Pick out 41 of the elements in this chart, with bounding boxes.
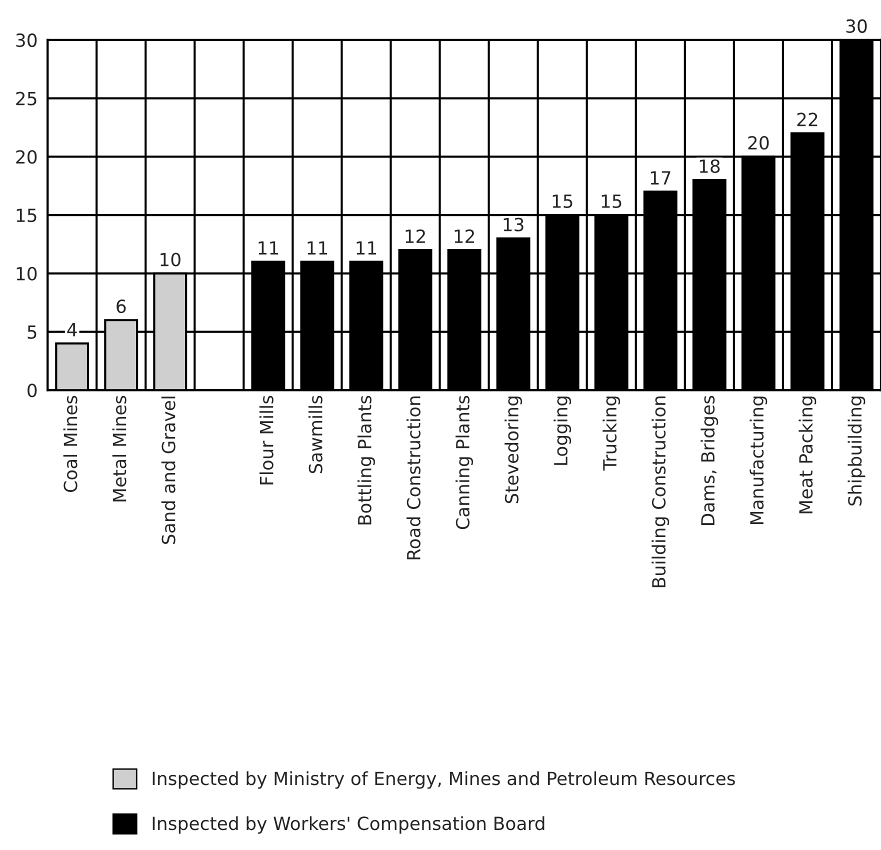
data-label: 4 — [67, 323, 77, 336]
data-label: 11 — [258, 241, 278, 254]
x-tick-label: Manufacturing — [750, 396, 768, 524]
y-tick-label: 20 — [16, 150, 37, 164]
data-label: 20 — [748, 136, 769, 150]
y-tick-label: 30 — [16, 33, 37, 48]
x-tick-label: Stevedoring — [504, 396, 522, 504]
data-label: 22 — [797, 112, 818, 126]
legend-label: Inspected by Workers' Compensation Board — [152, 816, 544, 834]
data-label: 18 — [700, 159, 720, 174]
x-tick-label: Sand and Gravel — [161, 396, 176, 544]
data-label: 13 — [504, 218, 524, 232]
data-label: 11 — [356, 241, 376, 254]
x-tick-label: Metal Mines — [112, 396, 126, 502]
data-label: 12 — [454, 229, 474, 243]
data-label: 6 — [116, 299, 126, 314]
x-tick-label: Bottling Plants — [358, 396, 375, 524]
data-label: 30 — [846, 19, 867, 33]
y-tick-label: 10 — [16, 266, 37, 281]
x-tick-label: Dams, Bridges — [700, 396, 718, 525]
data-label: 11 — [308, 241, 328, 254]
x-tick-label: Building Construction — [652, 396, 670, 588]
x-tick-label: Shipbuilding — [848, 396, 866, 506]
y-tick-label: 0 — [28, 384, 37, 398]
data-label: 15 — [602, 194, 622, 208]
y-tick-label: 25 — [16, 92, 36, 106]
data-label: 12 — [406, 229, 425, 243]
data-label: 10 — [160, 252, 180, 266]
x-tick-label: Road Construction — [406, 396, 420, 560]
x-tick-label: Meat Packing — [798, 396, 816, 514]
x-tick-label: Flour Mills — [259, 396, 274, 484]
x-tick-label: Coal Mines — [63, 396, 78, 492]
legend-label: Inspected by Ministry of Energy, Mines and Petroleum Resources — [152, 771, 735, 789]
x-tick-label: Trucking — [602, 396, 620, 471]
data-label: 15 — [552, 194, 572, 208]
y-tick-label: 5 — [28, 325, 36, 339]
x-tick-label: Logging — [554, 396, 572, 465]
data-label: 17 — [650, 171, 670, 184]
x-tick-label: Sawmills — [308, 396, 322, 474]
y-tick-label: 15 — [16, 208, 36, 222]
x-tick-label: Canning Plants — [456, 396, 474, 530]
